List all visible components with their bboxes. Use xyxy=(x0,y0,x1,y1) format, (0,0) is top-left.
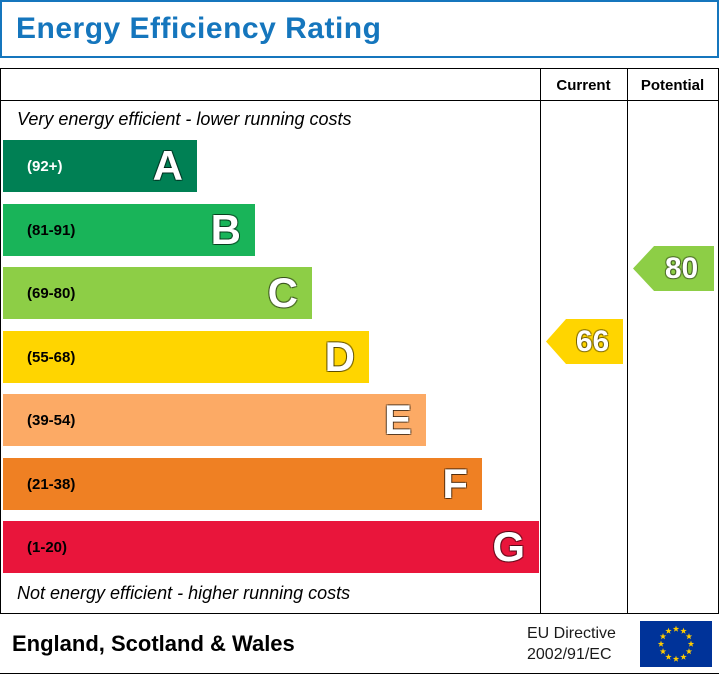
band-b: (81-91) B xyxy=(3,204,255,256)
band-e: (39-54) E xyxy=(3,394,426,446)
eu-directive-label: EU Directive 2002/91/EC xyxy=(527,623,616,665)
potential-column-header: Potential xyxy=(640,76,705,94)
potential-column-divider xyxy=(627,69,628,613)
eu-flag-icon xyxy=(640,621,712,667)
band-c-letter: C xyxy=(267,269,298,316)
current-column-divider xyxy=(540,69,541,613)
current-column-header: Current xyxy=(556,76,611,94)
band-a-letter: A xyxy=(152,142,183,189)
page-title: Energy Efficiency Rating xyxy=(16,12,382,45)
region-label: England, Scotland & Wales xyxy=(12,631,295,656)
band-a-range: (92+) xyxy=(27,157,63,175)
band-g: (1-20) G xyxy=(3,521,539,573)
band-g-letter: G xyxy=(492,523,525,570)
band-a: (92+) A xyxy=(3,140,197,192)
band-b-range: (81-91) xyxy=(27,221,76,239)
band-c-range: (69-80) xyxy=(27,284,76,302)
band-b-letter: B xyxy=(210,206,241,253)
top-note: Very energy efficient - lower running co… xyxy=(17,109,352,129)
potential-rating-value: 80 xyxy=(664,251,699,285)
page-title-box: Energy Efficiency Rating xyxy=(0,0,719,58)
chart-footer: England, Scotland & Wales EU Directive 2… xyxy=(0,614,719,674)
column-header-row xyxy=(1,69,718,101)
band-g-range: (1-20) xyxy=(27,538,68,556)
band-d: (55-68) D xyxy=(3,331,369,383)
band-c: (69-80) C xyxy=(3,267,312,319)
bottom-note: Not energy efficient - higher running co… xyxy=(17,583,351,603)
rating-chart: Current Potential Very energy efficient … xyxy=(0,68,719,614)
potential-rating-arrow: 80 xyxy=(633,246,714,291)
band-d-letter: D xyxy=(324,333,355,380)
band-e-range: (39-54) xyxy=(27,411,76,429)
band-f-letter: F xyxy=(442,460,468,507)
current-rating-value: 66 xyxy=(575,324,610,358)
current-rating-arrow: 66 xyxy=(546,319,623,364)
band-e-letter: E xyxy=(383,396,412,443)
eu-directive-line1: EU Directive xyxy=(527,625,616,642)
band-f: (21-38) F xyxy=(3,458,482,510)
eu-directive-line2: 2002/91/EC xyxy=(527,646,612,663)
band-f-range: (21-38) xyxy=(27,475,76,493)
band-d-range: (55-68) xyxy=(27,348,76,366)
